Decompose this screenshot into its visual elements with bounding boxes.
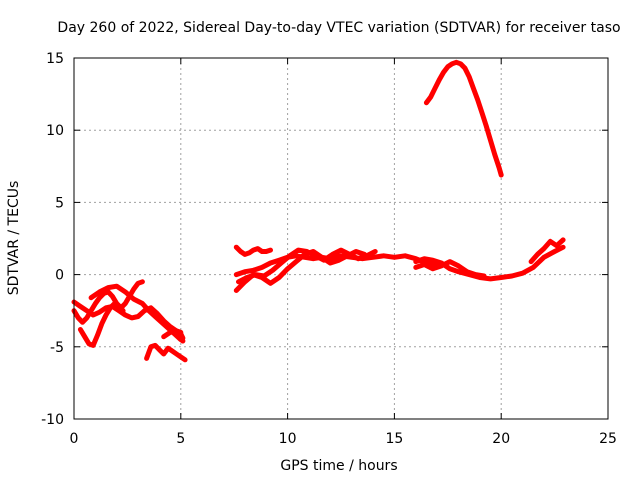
axis-ticks: 0 5 10 15 20 25 -10 -5 0 5 10 15 xyxy=(41,51,617,447)
y-tick-label: -5 xyxy=(50,340,64,356)
y-axis-label: SDTVAR / TECUs xyxy=(6,181,22,296)
series-line-arc-10 xyxy=(236,247,378,285)
y-tick-label: 10 xyxy=(46,123,64,139)
y-tick-label: 0 xyxy=(55,268,64,284)
series-line-arc-5 xyxy=(144,342,188,363)
series-layer xyxy=(71,59,566,363)
x-tick-label: 15 xyxy=(385,431,403,447)
plot-frame xyxy=(73,57,609,420)
x-tick-label: 25 xyxy=(599,431,617,447)
series-line-arc-14 xyxy=(423,59,504,178)
series-line-arc-6 xyxy=(161,328,186,341)
x-tick-label: 5 xyxy=(176,431,185,447)
series-line-arc-13 xyxy=(528,237,566,265)
series-line-arc-12 xyxy=(413,259,487,279)
y-tick-label: 15 xyxy=(46,51,64,67)
chart-title: Day 260 of 2022, Sidereal Day-to-day VTE… xyxy=(57,20,620,36)
y-tick-label: 5 xyxy=(55,195,64,211)
series-line-arc-2 xyxy=(71,299,184,335)
x-axis-label: GPS time / hours xyxy=(280,458,397,474)
x-tick-label: 20 xyxy=(492,431,510,447)
x-tick-label: 10 xyxy=(279,431,297,447)
x-tick-label: 0 xyxy=(70,431,79,447)
series-line-arc-3 xyxy=(77,301,126,348)
series-line-arc-7 xyxy=(233,244,273,257)
y-tick-label: -10 xyxy=(41,412,64,428)
